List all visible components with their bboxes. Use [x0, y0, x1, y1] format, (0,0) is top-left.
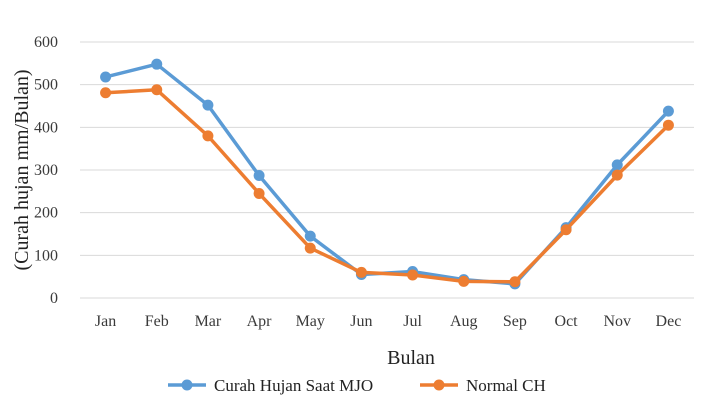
data-point: [662, 119, 674, 131]
data-point: [202, 99, 214, 111]
x-tick-label: Jul: [403, 313, 422, 330]
series-line: [105, 88, 670, 284]
x-tick-label: Feb: [145, 313, 169, 330]
x-tick-label: Oct: [555, 313, 579, 330]
y-tick-label: 200: [34, 205, 58, 222]
data-point: [100, 87, 112, 99]
y-axis-ticks: 0 100 200 300 400 500 600: [34, 34, 58, 307]
legend-marker: [433, 379, 445, 391]
data-point: [304, 230, 316, 242]
series-2: [100, 84, 674, 288]
data-point: [355, 266, 367, 278]
legend-label: Curah Hujan Saat MJO: [214, 376, 373, 395]
data-point: [253, 187, 265, 199]
series-1: [100, 58, 674, 290]
x-tick-label: Jun: [350, 313, 372, 330]
data-point: [202, 130, 214, 142]
x-tick-label: Nov: [603, 313, 631, 330]
y-tick-label: 100: [34, 247, 58, 264]
data-point: [407, 269, 419, 281]
x-tick-label: Sep: [503, 313, 527, 330]
data-point: [253, 170, 265, 182]
x-tick-label: Apr: [247, 313, 273, 330]
data-point: [151, 58, 163, 70]
legend-item: Curah Hujan Saat MJO: [168, 376, 373, 395]
x-axis-title: Bulan: [387, 347, 435, 369]
data-point: [560, 224, 572, 236]
legend-item: Normal CH: [420, 376, 546, 395]
data-point: [100, 71, 112, 83]
x-axis-ticks: Jan Feb Mar Apr May Jun Jul Aug Sep Oct Nov Dec: [95, 313, 681, 330]
x-tick-label: May: [296, 313, 325, 330]
y-tick-label: 600: [34, 34, 58, 51]
x-tick-label: Dec: [656, 313, 682, 330]
gridlines: [80, 41, 694, 299]
data-point: [151, 84, 163, 96]
legend: Curah Hujan Saat MJO Normal CH: [168, 376, 546, 395]
y-tick-label: 300: [34, 162, 58, 179]
data-point: [458, 275, 470, 287]
x-tick-label: Jan: [95, 313, 116, 330]
x-tick-label: Mar: [195, 313, 222, 330]
y-tick-label: 500: [34, 77, 58, 94]
y-tick-label: 0: [50, 290, 58, 307]
y-tick-label: 400: [34, 119, 58, 136]
data-point: [662, 105, 674, 117]
data-point: [611, 169, 623, 181]
x-tick-label: Aug: [450, 313, 478, 330]
data-point: [509, 276, 521, 288]
legend-marker: [181, 379, 193, 391]
series-layer: [100, 58, 674, 290]
legend-label: Normal CH: [466, 376, 546, 395]
y-axis-title: (Curah hujan mm/Bulan): [11, 69, 33, 270]
series-line: [105, 62, 670, 286]
data-point: [304, 242, 316, 254]
data-point: [611, 159, 623, 171]
